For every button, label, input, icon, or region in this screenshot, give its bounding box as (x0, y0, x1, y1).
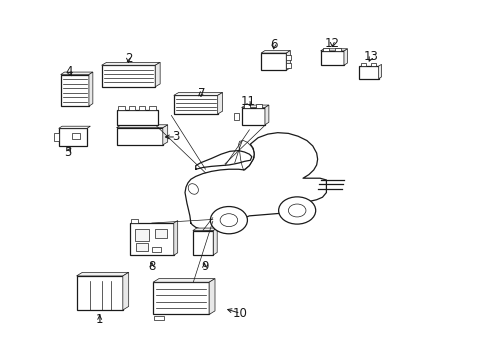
Text: 10: 10 (233, 307, 247, 320)
Bar (320, 51, 343, 65)
Bar (286, 55, 291, 60)
Polygon shape (378, 64, 381, 79)
Bar (192, 230, 213, 255)
Polygon shape (241, 105, 268, 108)
Bar (102, 65, 155, 87)
Text: 5: 5 (64, 146, 72, 159)
Bar (61, 75, 89, 106)
Polygon shape (261, 50, 290, 53)
Polygon shape (264, 105, 268, 125)
Bar (370, 63, 375, 66)
Polygon shape (209, 279, 215, 315)
Bar (152, 247, 161, 252)
Text: 8: 8 (148, 260, 155, 273)
Bar (173, 95, 217, 114)
Text: 1: 1 (96, 312, 103, 326)
Bar (241, 108, 264, 125)
Polygon shape (54, 134, 59, 140)
Polygon shape (286, 50, 290, 70)
Circle shape (288, 204, 305, 217)
Polygon shape (122, 273, 128, 310)
Polygon shape (192, 228, 217, 230)
Bar (234, 113, 239, 120)
Bar (136, 243, 148, 251)
Polygon shape (116, 125, 167, 128)
Bar (149, 106, 155, 111)
Polygon shape (163, 125, 167, 145)
Polygon shape (343, 49, 346, 65)
Bar (116, 128, 163, 145)
Text: 11: 11 (240, 95, 255, 108)
Bar (323, 48, 329, 51)
Circle shape (210, 207, 247, 234)
Text: 6: 6 (269, 38, 277, 51)
Circle shape (278, 197, 315, 224)
Bar (153, 316, 164, 320)
Bar (118, 106, 124, 111)
Bar (255, 104, 262, 108)
Polygon shape (102, 62, 160, 65)
Polygon shape (213, 228, 217, 255)
Bar (131, 219, 138, 223)
Polygon shape (89, 72, 93, 106)
Text: 12: 12 (324, 36, 339, 50)
Polygon shape (153, 279, 215, 282)
Polygon shape (217, 93, 222, 114)
Polygon shape (155, 62, 160, 87)
Bar (116, 111, 158, 126)
Bar (59, 129, 87, 145)
Circle shape (220, 214, 237, 226)
Bar (128, 106, 135, 111)
Polygon shape (61, 72, 93, 75)
Bar (139, 106, 145, 111)
Bar (261, 53, 286, 70)
Polygon shape (173, 221, 177, 255)
Bar (135, 229, 149, 240)
Bar (153, 282, 209, 315)
Text: 3: 3 (172, 130, 180, 144)
Text: 4: 4 (65, 65, 73, 78)
Text: 9: 9 (201, 260, 208, 273)
Polygon shape (320, 49, 346, 51)
Bar (244, 104, 250, 108)
Bar (130, 223, 173, 255)
Polygon shape (59, 126, 90, 129)
Polygon shape (173, 93, 222, 95)
Polygon shape (76, 273, 128, 276)
Bar (286, 63, 291, 68)
Bar (360, 63, 366, 66)
Bar (358, 66, 378, 79)
Bar (334, 48, 340, 51)
Bar (154, 229, 166, 238)
Text: 13: 13 (363, 50, 378, 63)
Bar (72, 134, 80, 139)
Bar (76, 276, 122, 310)
Ellipse shape (188, 184, 198, 194)
Text: 2: 2 (124, 52, 132, 65)
Text: 7: 7 (198, 87, 205, 100)
